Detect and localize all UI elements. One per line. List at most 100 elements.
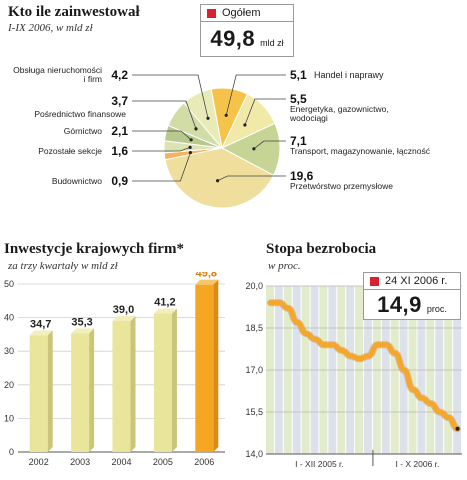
line-y-tick-label: 15,5 [245,407,263,417]
bar-top [29,330,53,336]
pie-value-label: 5,1 [290,68,307,82]
pie-category-label: Handel i naprawy [314,70,384,80]
pie-leader-dot [224,113,228,117]
total-label: Ogółem [222,7,261,19]
pie-category-label: Pozostałe sekcje [38,146,102,156]
period-label-2005: I - XII 2005 r. [295,459,344,469]
pie-category-label: Transport, magazynowanie, łączność [290,146,431,156]
bar-chart: 0 10 20 30 40 50 34,7 2002 35,3 2003 39,0 2004 41,2 2… [4,272,225,467]
line-chart-subtitle: w proc. [268,260,301,272]
bar-x-tick-label: 2004 [111,457,131,467]
bar-y-tick-label: 30 [4,346,14,356]
pie-leader-line [225,74,286,116]
line-y-tick-label: 18,5 [245,323,263,333]
bar-chart-title: Inwestycje krajowych firm* [4,241,184,257]
pie-category-label: Budownictwo [52,176,102,186]
pie-slice [164,147,275,209]
pie-chart-title: Kto ile zainwestował [8,4,140,20]
bar-value-label: 49,8 [196,272,217,280]
bar [195,284,214,452]
bar-side [47,330,53,452]
unemployment-line [268,300,460,432]
pie-leader-dot [252,147,256,151]
bar-value-label: 34,7 [30,318,51,330]
pie-value-label: 3,7 [111,94,128,108]
bar [71,333,90,452]
pie-value-label: 5,5 [290,92,307,106]
pie-leader-dot [194,127,198,131]
bar-value-label: 39,0 [113,304,134,316]
pie-category-label: wodociągi [289,113,328,123]
line-chart-title: Stopa bezrobocia [266,241,377,257]
pie-leader-line [244,98,286,126]
unemployment-value: 14,9 [377,292,422,317]
last-point-marker [455,426,460,431]
bar [112,320,131,452]
bar [29,335,48,452]
bar-x-tick-label: 2006 [194,457,214,467]
pie-leader-dot [206,116,210,120]
pie-slice [183,88,223,150]
line-chart: 14,0 15,5 17,0 18,5 20,0 I - XII 2005 r. I - X… [245,281,462,469]
unemployment-date: 24 XI 2006 r. [385,275,448,287]
pie-value-label: 1,6 [111,144,128,158]
pie-leader-line [132,130,192,141]
line-y-tick-label: 20,0 [245,281,263,291]
pie-value-label: 19,6 [290,169,314,183]
pie-leader-dot [216,179,220,183]
bar-value-label: 35,3 [71,316,92,328]
bar-y-tick-label: 40 [4,313,14,323]
pie-value-label: 0,9 [111,174,128,188]
pie-value-label: 4,2 [111,68,128,82]
pie-leader-line [132,100,197,130]
bar-x-tick-label: 2005 [153,457,173,467]
bar-y-tick-label: 0 [9,447,14,457]
bar-top [195,279,219,285]
pie-leader-line [132,74,209,119]
pie-value-label: 7,1 [290,134,307,148]
red-square-marker [207,8,216,18]
pie-category-label: Przetwórstwo przemysłowe [290,181,393,191]
pie-leader-dot [188,151,192,155]
red-square-marker [370,276,379,286]
bar-side [89,328,95,452]
bar-top [153,308,177,314]
line-y-tick-label: 14,0 [245,449,263,459]
bar-top [71,328,95,334]
pie-leader-line [132,152,191,182]
bar-side [130,315,136,452]
bar-y-tick-label: 50 [4,279,14,289]
bar-y-tick-label: 20 [4,380,14,390]
pie-category-label: Górnictwo [64,126,103,136]
bar-top [112,315,136,321]
bar-x-tick-label: 2003 [70,457,90,467]
pie-category-label: Pośrednictwo finansowe [34,109,126,119]
bar-y-tick-label: 10 [4,413,14,423]
unemployment-unit: proc. [426,304,447,314]
total-value: 49,8 [210,26,256,51]
bar-x-tick-label: 2002 [29,457,49,467]
pie-leader-dot [243,123,247,127]
pie-leader-line [253,140,286,150]
pie-leader-dot [189,138,193,142]
unemployment-box: 24 XI 2006 r. 14,9 proc. [363,272,461,320]
bar-chart-subtitle: za trzy kwartały w mld zł [8,260,118,272]
pie-category-label: Energetyka, gazownictwo, [290,104,389,114]
pie-chart-subtitle: I-IX 2006, w mld zł [8,22,93,34]
bar [153,313,172,452]
pie-leader-line [217,175,286,182]
pie-leader-dot [188,145,192,149]
pie-leader-line [132,147,191,152]
bar-side [213,279,219,452]
line-y-tick-label: 17,0 [245,365,263,375]
period-label-2006: I - X 2006 r. [395,459,439,469]
bar-side [171,308,177,452]
pie-value-label: 2,1 [111,124,128,138]
pie-slice [220,122,281,176]
bar-value-label: 41,2 [154,297,175,309]
total-investment-box: Ogółem 49,8 mld zł [200,4,294,57]
total-unit: mld zł [260,38,284,48]
pie-category-label: i firm [84,74,102,84]
pie-category-label: Obsługa nieruchomości [13,65,102,75]
